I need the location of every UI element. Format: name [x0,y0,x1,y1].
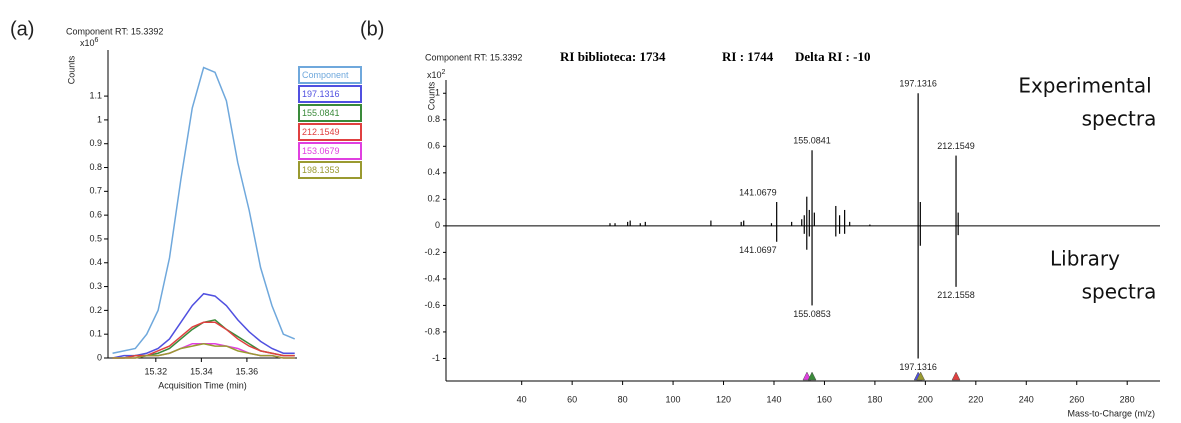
peak-label: 197.1316 [899,362,937,372]
y-tick-label: 0.6 [427,141,440,151]
legend-label: 197.1316 [302,89,340,99]
y-tick-label: -0.2 [424,247,440,257]
multiplier-base: x10 [427,70,442,80]
y-tick-label: 1.1 [89,90,102,100]
peak-label: 197.1316 [899,79,937,89]
peak-label: 212.1549 [937,141,975,151]
x-tick-label: 140 [766,394,781,404]
ri-label: RI : 1744 [722,49,774,64]
x-tick-label: 280 [1120,394,1135,404]
y-tick-label: -1 [432,353,440,363]
x-tick-label: 100 [666,394,681,404]
y-tick-label: 0.4 [427,167,440,177]
series-line [112,321,295,359]
x-tick-label: 180 [867,394,882,404]
x-tick-label: 15.36 [236,366,259,376]
peak-label: 141.0697 [739,245,777,255]
y-tick-label: -0.4 [424,273,440,283]
y-axis-label: Counts [426,81,436,110]
y-tick-label: 0.8 [89,162,102,172]
ri-label: Delta RI : -10 [795,49,870,64]
legend-box [298,66,362,84]
annotation: spectra [1082,280,1157,304]
panel-label: (b) [360,18,384,40]
series-line [112,66,296,354]
chart-title: Component RT: 15.3392 [66,26,163,36]
x-tick-label: 120 [716,394,731,404]
annotation: Experimental [1018,74,1151,98]
legend-box [298,85,362,103]
legend-label: Component [302,70,349,80]
legend-box [298,142,362,160]
x-tick-label: 160 [817,394,832,404]
y-multiplier: x102 [427,69,446,81]
peak-label: 155.0853 [793,309,831,319]
ion-marker [807,371,817,381]
y-tick-label: 0.6 [89,210,102,220]
annotation: spectra [1082,107,1157,131]
series-line [112,292,295,359]
x-tick-label: 40 [517,394,527,404]
legend-label: 155.0841 [302,108,340,118]
series-line [112,342,295,359]
x-tick-label: 80 [618,394,628,404]
multiplier-base: x10 [80,38,95,48]
legend-box [298,123,362,141]
peak-label: 212.1558 [937,290,975,300]
x-tick-label: 200 [918,394,933,404]
x-tick-label: 15.32 [145,366,168,376]
y-tick-label: 0.2 [427,194,440,204]
peak-label: 141.0679 [739,187,777,197]
y-tick-label: 0.1 [89,329,102,339]
y-tick-label: 0.4 [89,257,102,267]
y-tick-label: 0 [97,352,102,362]
x-tick-label: 260 [1069,394,1084,404]
y-tick-label: 0.7 [89,186,102,196]
legend-label: 198.1353 [302,165,340,175]
y-tick-label: 0.2 [89,305,102,315]
peak-label: 155.0841 [793,136,831,146]
y-tick-label: 0.8 [427,114,440,124]
x-axis-label: Acquisition Time (min) [158,380,247,390]
ri-label: RI biblioteca: 1734 [560,49,666,64]
y-tick-label: 1 [97,114,102,124]
y-tick-label: -0.6 [424,300,440,310]
x-tick-label: 220 [968,394,983,404]
multiplier-exponent: 2 [442,69,446,76]
y-tick-label: 0.9 [89,138,102,148]
multiplier-exponent: 6 [95,37,99,44]
legend-box [298,104,362,122]
chart-title: Component RT: 15.3392 [425,52,522,62]
ion-marker [916,371,926,381]
y-multiplier: x106 [80,37,99,49]
y-tick-label: -0.8 [424,326,440,336]
legend-label: 153.0679 [302,146,340,156]
annotation: Library [1050,247,1120,271]
panel-label: (a) [10,18,34,40]
x-tick-label: 60 [567,394,577,404]
y-tick-label: 0.5 [89,233,102,243]
legend-box [298,161,362,179]
y-tick-label: 1 [435,88,440,98]
y-axis-label: Counts [66,55,76,84]
legend-label: 212.1549 [302,127,340,137]
y-tick-label: 0 [435,220,440,230]
x-axis-label: Mass-to-Charge (m/z) [1067,408,1155,418]
x-tick-label: 15.34 [190,366,213,376]
y-tick-label: 0.3 [89,281,102,291]
ion-marker [951,371,961,381]
x-tick-label: 240 [1019,394,1034,404]
